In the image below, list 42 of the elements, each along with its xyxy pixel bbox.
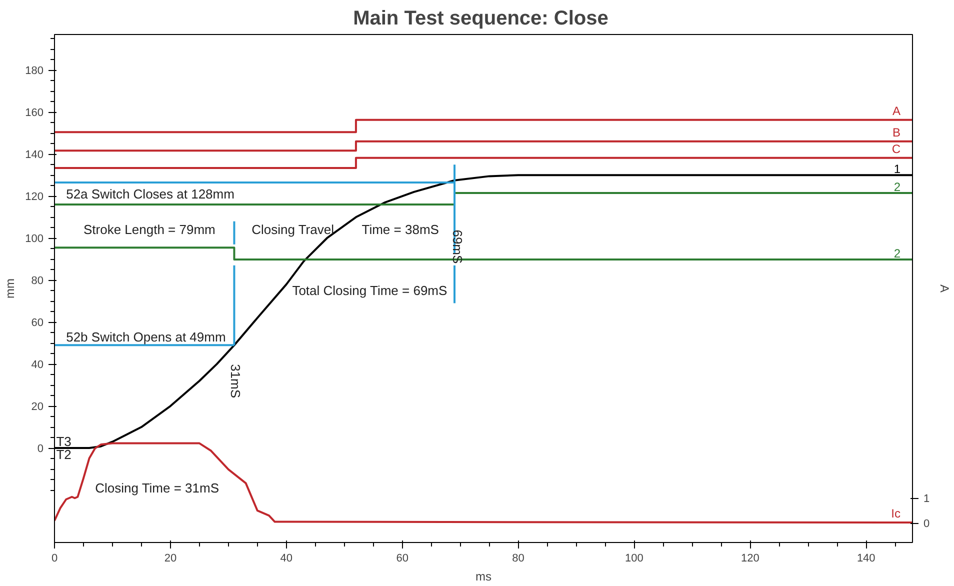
y-axis-title: mm: [3, 278, 18, 298]
x-tick-label: 120: [741, 552, 760, 564]
x-axis-title: ms: [476, 570, 492, 584]
x-tick-label: 40: [280, 552, 293, 564]
chart-title: Main Test sequence: Close: [353, 8, 608, 30]
y-tick-label: 60: [31, 317, 44, 330]
x-tick-label: 60: [396, 552, 408, 564]
annotation: Closing Travel: [252, 222, 334, 238]
annotation: T3: [56, 434, 72, 450]
x-tick-label: 140: [856, 552, 876, 564]
y-tick-label: 160: [25, 107, 44, 120]
y2-tick-label: 0: [924, 518, 930, 530]
x-tick-label: 20: [164, 552, 177, 564]
annotation: 52a Switch Closes at 128mm: [66, 186, 234, 202]
annotation: 31mS: [228, 364, 243, 398]
annotation: 69mS: [450, 230, 465, 264]
annotation: Total Closing Time = 69mS: [292, 283, 448, 298]
y-tick-label: 140: [25, 149, 44, 162]
annotation: Closing Time = 31mS: [95, 480, 220, 496]
y-tick-label: 0: [37, 443, 44, 456]
y-tick-label: 20: [31, 401, 44, 414]
y2-tick-label: 1: [924, 493, 930, 506]
y-tick-label: 40: [31, 359, 44, 372]
x-tick-label: 80: [512, 552, 524, 564]
annotation: Time = 38mS: [362, 222, 440, 238]
series-label: C: [892, 142, 901, 156]
y-tick-label: 180: [25, 65, 44, 78]
y-tick-label: 100: [25, 233, 44, 246]
series-label: A: [892, 104, 901, 118]
annotation: T2: [56, 446, 72, 462]
y-tick-label: 80: [31, 275, 44, 288]
series-label: 2: [894, 246, 901, 261]
x-tick-label: 0: [51, 552, 58, 564]
series-label: 1: [894, 162, 901, 176]
series-label: Ic: [891, 506, 901, 521]
series-label: 2: [894, 180, 901, 194]
annotation: 52b Switch Opens at 49mm: [66, 329, 226, 344]
series-label: B: [892, 125, 901, 140]
x-tick-label: 100: [625, 552, 644, 564]
annotation: Stroke Length = 79mm: [83, 222, 216, 238]
y2-axis-title: A: [938, 284, 952, 293]
y-tick-label: 120: [25, 191, 44, 204]
